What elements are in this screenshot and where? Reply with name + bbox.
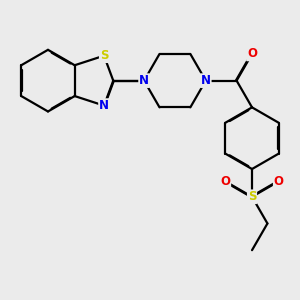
- Text: N: N: [99, 99, 109, 112]
- Text: S: S: [248, 190, 256, 203]
- Text: O: O: [274, 175, 284, 188]
- Text: S: S: [100, 49, 108, 62]
- Text: O: O: [247, 47, 257, 60]
- Text: O: O: [220, 175, 230, 188]
- Text: N: N: [139, 74, 149, 87]
- Text: N: N: [201, 74, 211, 87]
